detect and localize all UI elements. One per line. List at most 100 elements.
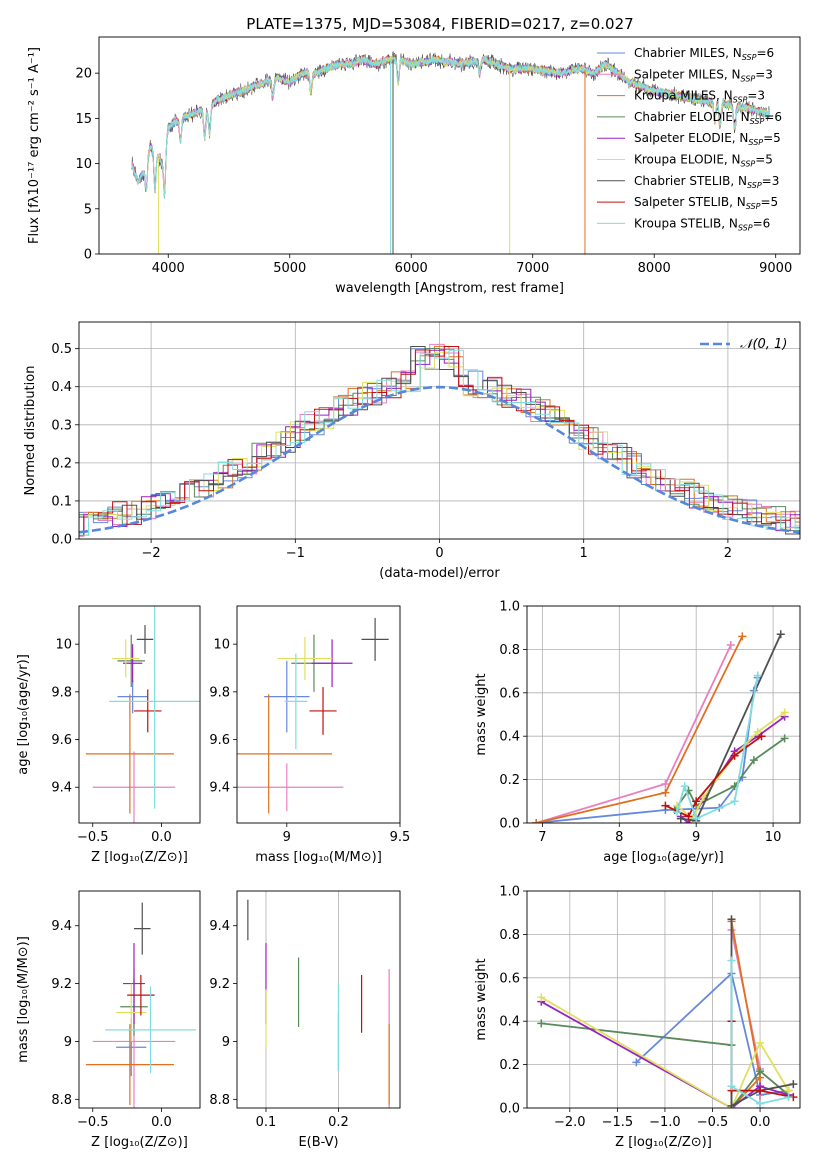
legend-sub: SSP — [742, 53, 757, 62]
legend-sub: SSP — [738, 223, 753, 232]
age-vs-metallicity-panel: −0.5 0.0 9.4 9.6 9.8 10 Z [log₁₀(Z/Z⊙)] age [lo… — [16, 605, 201, 865]
legend-suffix: =3 — [755, 67, 773, 81]
legend-suffix: =5 — [755, 153, 773, 167]
y-tick-label: 10 — [75, 157, 92, 172]
age-vs-mass-panel: 9 9.5 9.4 9.6 9.8 10 mass [log₁₀(M/M⊙)] — [209, 605, 411, 865]
y-tick-label: 0 — [84, 248, 92, 263]
plot-frame — [98, 36, 801, 255]
legend-entry: 𝒩(0, 1) — [740, 337, 787, 352]
x-tick-label: 6000 — [395, 261, 428, 276]
y-tick-label: 9.4 — [51, 781, 72, 796]
y-tick-label: 0.0 — [51, 533, 72, 548]
mass-vs-extinction-panel: 0.1 0.2 8.8 9 9.2 9.4 E(B-V) — [209, 890, 401, 1150]
series-point — [756, 1099, 765, 1108]
legend-suffix: =3 — [747, 89, 765, 103]
y-tick-label: 0.5 — [51, 342, 72, 357]
x-tick-label: −2.0 — [554, 1115, 586, 1130]
legend-sub: SSP — [747, 181, 762, 190]
series-line — [730, 960, 789, 1105]
y-tick-label: 0.4 — [499, 730, 520, 745]
legend-entry: Kroupa STELIB, NSSP=6 — [634, 216, 770, 232]
series-point — [532, 819, 541, 823]
plot-frame — [78, 890, 201, 1109]
series-line — [536, 677, 759, 823]
legend-text: Salpeter MILES, N — [634, 67, 741, 81]
y-axis-label: mass weight — [474, 673, 489, 755]
y-tick-label: 8.8 — [209, 1093, 230, 1108]
x-tick-label: 9.5 — [390, 830, 411, 845]
x-tick-label: 9 — [692, 830, 700, 845]
legend-suffix: =6 — [753, 216, 771, 230]
series-point — [730, 751, 739, 760]
y-tick-label: 5 — [84, 202, 92, 217]
legend-entry: Chabrier STELIB, NSSP=3 — [634, 174, 779, 190]
series-point — [756, 1086, 765, 1095]
x-tick-label: 0.2 — [328, 1115, 349, 1130]
series-point — [632, 1058, 641, 1067]
x-tick-label: 0.0 — [750, 1115, 771, 1130]
residuals-histogram-panel: −2 −1 0 1 2 0.0 0.1 0.2 0.3 0.4 0.5 (data-model)/er… — [23, 321, 801, 581]
series-point — [749, 756, 758, 765]
y-tick-label: 0.2 — [51, 456, 72, 471]
legend-text: Chabrier STELIB, N — [634, 174, 747, 188]
x-tick-label: −0.5 — [77, 830, 109, 845]
x-tick-label: 9000 — [759, 261, 792, 276]
x-axis-label: (data-model)/error — [379, 566, 500, 581]
legend-text: Chabrier MILES, N — [634, 46, 742, 60]
y-tick-label: 0.8 — [499, 928, 520, 943]
y-tick-label: 9.2 — [51, 977, 72, 992]
series-line — [541, 1022, 790, 1108]
legend-text: Kroupa ELODIE, N — [634, 153, 741, 167]
legend-sub: SSP — [741, 160, 756, 169]
series-point — [753, 671, 762, 680]
series-point — [727, 915, 736, 924]
x-tick-label: 10 — [765, 830, 782, 845]
plot-frame — [236, 890, 401, 1109]
y-tick-label: 0.0 — [499, 1102, 520, 1117]
series-point — [661, 788, 670, 797]
series-point — [753, 727, 762, 736]
x-tick-label: −1 — [286, 546, 305, 561]
x-tick-label: −1.5 — [602, 1115, 634, 1130]
y-tick-label: 9.4 — [209, 781, 230, 796]
x-axis-label: Z [log₁₀(Z/Z⊙)] — [91, 850, 188, 865]
y-tick-label: 15 — [75, 112, 92, 127]
spectrum-panel: 4000 5000 6000 7000 8000 9000 0 5 10 15 20 waveleng… — [27, 36, 801, 296]
y-tick-label: 9.4 — [209, 919, 230, 934]
plot-frame — [78, 605, 201, 824]
x-tick-label: 1 — [580, 546, 588, 561]
y-tick-label: 0.6 — [499, 971, 520, 986]
series-point — [684, 812, 693, 821]
y-tick-label: 1.0 — [499, 600, 520, 615]
series-point — [676, 814, 685, 823]
legend-entry: Salpeter STELIB, NSSP=5 — [634, 195, 778, 211]
legend-suffix: =5 — [760, 195, 778, 209]
y-tick-label: 8.8 — [51, 1093, 72, 1108]
x-tick-label: 9 — [283, 830, 291, 845]
series-point — [738, 632, 747, 641]
x-tick-label: −0.5 — [697, 1115, 729, 1130]
weight-vs-metallicity-panel: −2.0 −1.5 −1.0 −0.5 0.0 0.0 0.2 0.4 0.6 0.8 1.0 Z [… — [474, 885, 801, 1150]
legend-entry: Chabrier ELODIE, NSSP=6 — [634, 110, 782, 126]
histogram-steps — [79, 343, 800, 537]
series-point — [776, 630, 785, 639]
series-point — [680, 782, 689, 791]
weight-vs-age-panel: 7 8 9 10 0.0 0.2 0.4 0.6 0.8 1.0 age [log₁₀(age/yr… — [474, 600, 801, 865]
legend-entry: Chabrier MILES, NSSP=6 — [634, 46, 774, 62]
x-axis-label: wavelength [Angstrom, rest frame] — [335, 281, 564, 296]
y-tick-label: 0.8 — [499, 643, 520, 658]
plot-frame — [526, 890, 801, 1109]
series-point — [692, 797, 701, 806]
x-axis-label: age [log₁₀(age/yr)] — [603, 850, 724, 865]
histogram-steps — [79, 349, 800, 536]
legend-suffix: =3 — [762, 174, 780, 188]
x-axis-label: Z [log₁₀(Z/Z⊙)] — [91, 1135, 188, 1150]
series-point — [537, 1019, 546, 1028]
legend-entry: Salpeter MILES, NSSP=3 — [634, 67, 773, 83]
x-tick-label: −1.0 — [649, 1115, 681, 1130]
y-tick-label: 0.4 — [499, 1015, 520, 1030]
x-tick-label: 8000 — [638, 261, 671, 276]
y-axis-label: mass weight — [474, 958, 489, 1040]
legend-sub: SSP — [750, 117, 765, 126]
y-tick-label: 9 — [64, 1035, 72, 1050]
